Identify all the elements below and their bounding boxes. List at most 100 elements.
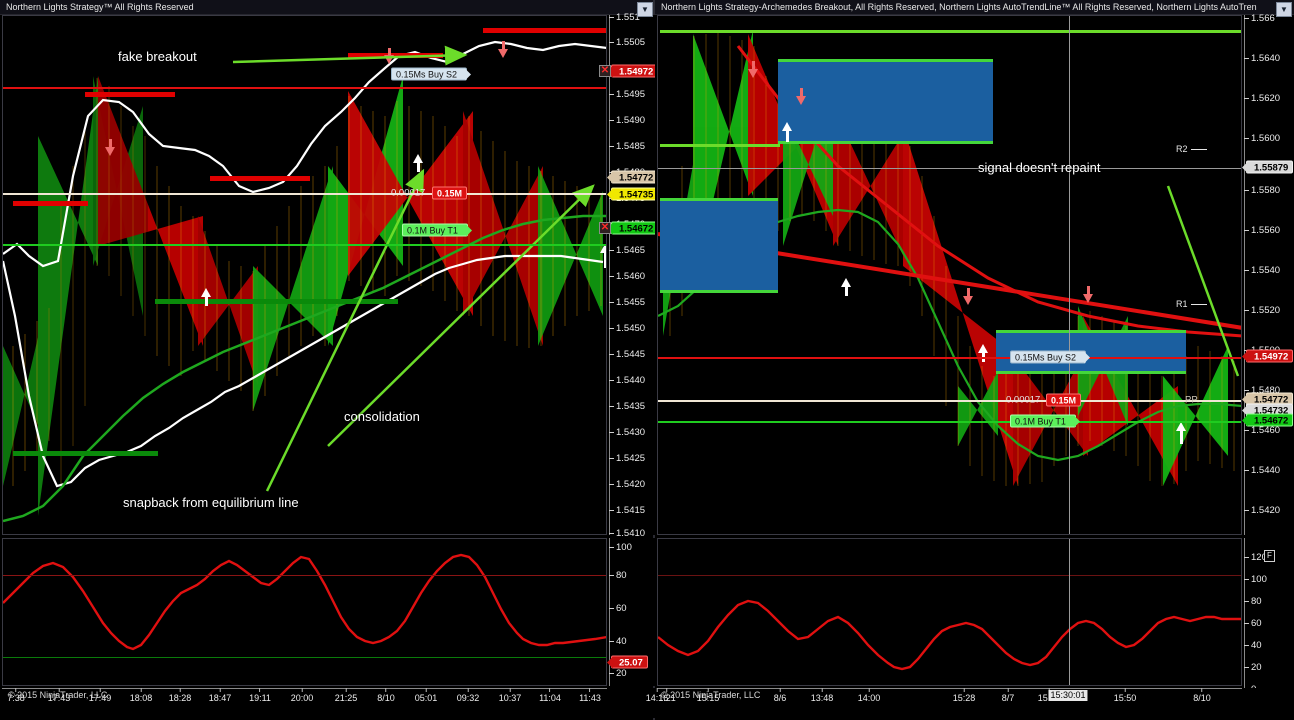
right-oscillator-plot	[658, 539, 1241, 685]
order-tag-stop[interactable]: 0.15M	[1046, 393, 1082, 407]
left-price-axis[interactable]: 1.551 1.5505 1.5500 1.5495 1.5490 1.5485…	[609, 12, 655, 539]
support-level-1	[155, 299, 398, 304]
oversold-reference-line	[3, 657, 606, 658]
resistance-level-1	[483, 28, 606, 33]
price-tick: 1.5560	[1244, 225, 1280, 236]
time-tick: 11:43	[579, 688, 601, 703]
right-chart-pane: Northern Lights Strategy-Archemedes Brea…	[646, 0, 1294, 720]
order-tag-buy-t1[interactable]: 0.1M Buy T1	[1010, 414, 1080, 428]
stop-order-line	[3, 87, 606, 89]
left-copyright: © 2015 NinjaTrader, LLC	[8, 690, 108, 700]
indicator-tick: 100	[609, 542, 632, 553]
indicator-tick: 60	[609, 603, 627, 614]
time-tick: 17:49	[89, 688, 111, 703]
left-chart-scroll-down-button[interactable]: ▼	[637, 2, 653, 17]
crosshair-time-label: 15:30:01	[1048, 690, 1088, 701]
right-indicator-area[interactable]	[657, 538, 1242, 686]
right-copyright: © 2015 NinjaTrader, LLC	[661, 690, 761, 700]
time-tick: 7:38	[7, 688, 25, 703]
price-tick: 1.5420	[1244, 505, 1280, 516]
price-tick: 1.5430	[609, 427, 645, 438]
resistance-level-3	[348, 53, 443, 58]
price-tick: 1.5460	[1244, 425, 1280, 436]
left-indicator-area[interactable]	[2, 538, 607, 686]
price-marker-last: 1.54735	[606, 187, 659, 201]
crosshair-vertical	[1069, 16, 1070, 534]
order-tag-buy-t1[interactable]: 0.1M Buy T1	[402, 223, 472, 237]
time-tick: 14:00	[858, 688, 880, 703]
time-tick: 18:28	[169, 688, 191, 703]
order-tag-sell-s2[interactable]: 0.15Ms Buy S2	[1010, 350, 1091, 364]
annotation-fake-breakout: fake breakout	[118, 49, 197, 64]
entry-order-line	[3, 193, 606, 195]
price-tick: 1.5580	[1244, 185, 1280, 196]
price-tick: 1.5435	[609, 401, 645, 412]
indicator-value-marker: 25.07	[607, 655, 648, 669]
order-pnl-value: 0.00017	[391, 187, 426, 199]
time-tick: 15:50	[1114, 688, 1136, 703]
price-marker-stop: 1.54972	[606, 64, 659, 78]
left-time-axis[interactable]: 7:38 17:43 17:49 18:08 18:28 18:47 19:11…	[2, 688, 655, 718]
price-tick: 1.5410	[609, 528, 645, 539]
right-price-axis[interactable]: 1.566 1.5640 1.5620 1.5600 1.5580 1.5560…	[1244, 13, 1294, 535]
price-tick: 1.5420	[609, 479, 645, 490]
right-chart-scroll-down-button[interactable]: ▼	[1276, 2, 1292, 17]
annotation-consolidation: consolidation	[344, 409, 420, 424]
order-pnl-value: 0.00017	[1006, 394, 1041, 406]
price-marker-last: 1.54732	[1241, 403, 1294, 417]
price-tick: 1.5425	[609, 453, 645, 464]
left-chart-pane: Northern Lights Strategy™ All Rights Res…	[0, 0, 659, 720]
time-tick: 8/10	[1193, 688, 1211, 703]
time-tick: 8/6	[774, 688, 786, 703]
time-tick: 17:43	[48, 688, 70, 703]
time-tick: 8/10	[377, 688, 395, 703]
right-time-axis[interactable]: 1:21 15:15 8/6 13:48 14:00 14:16 15:28 8…	[646, 688, 1294, 718]
price-tick: 1.5415	[609, 505, 645, 516]
indicator-tick: 40	[609, 636, 627, 647]
indicator-tick: 80	[609, 570, 627, 581]
indicator-format-badge[interactable]: F	[1264, 550, 1275, 562]
time-tick: 13:48	[811, 688, 833, 703]
resistance-level-2	[85, 92, 175, 97]
order-tag-stop[interactable]: 0.15M	[432, 186, 468, 200]
time-tick: 1:21	[658, 688, 676, 703]
price-tick: 1.5485	[609, 141, 645, 152]
price-marker-crosshair: 1.55879	[1241, 160, 1294, 174]
time-tick: 20:00	[291, 688, 313, 703]
time-tick: 8/7	[1002, 688, 1014, 703]
breakout-zone-mid	[660, 198, 778, 293]
price-marker-target: 1.54672	[1241, 413, 1294, 427]
overbought-reference-line	[658, 575, 1241, 576]
annotation-signal-no-repaint: signal doesn't repaint	[978, 160, 1101, 175]
annotation-snapback: snapback from equilibrium line	[123, 495, 299, 510]
entry-order-line	[658, 400, 1241, 402]
indicator-tick: 80	[1244, 596, 1262, 607]
price-tick: 1.566	[1244, 13, 1275, 24]
close-stop-order-button[interactable]: ✕	[599, 65, 611, 77]
price-tick: 1.5440	[609, 375, 645, 386]
close-target-order-button[interactable]: ✕	[599, 222, 611, 234]
time-tick: 18:47	[209, 688, 231, 703]
price-tick: 1.5540	[1244, 265, 1280, 276]
left-oscillator-plot	[3, 539, 606, 685]
target-order-line	[658, 421, 1241, 423]
right-chart-title: Northern Lights Strategy-Archemedes Brea…	[655, 0, 1294, 15]
price-tick: 1.5490	[609, 115, 645, 126]
price-tick: 1.551	[609, 12, 640, 23]
crosshair-vertical-indicator	[1069, 539, 1070, 685]
right-indicator-axis[interactable]: 120 100 80 60 40 20 0 F	[1244, 538, 1294, 695]
time-tick: 15:28	[953, 688, 975, 703]
mid-boundary-line	[660, 144, 780, 147]
price-tick: 1.5465	[609, 245, 645, 256]
time-tick: 05:01	[415, 688, 437, 703]
indicator-tick: 100	[1244, 574, 1267, 585]
price-tick: 1.5495	[609, 89, 645, 100]
time-tick: 11:04	[539, 688, 561, 703]
left-main-chart-area[interactable]: 0.15Ms Buy S2 0.00017 0.15M 0.1M Buy T1 …	[2, 15, 607, 535]
right-main-chart-area[interactable]: 0.15Ms Buy S2 0.00017 0.15M PP 0.1M Buy …	[657, 15, 1242, 535]
price-marker-target: 1.54672	[606, 221, 659, 235]
time-tick: 15:15	[697, 688, 719, 703]
resistance-level-4	[210, 176, 310, 181]
price-marker-stop: 1.54972	[1241, 349, 1294, 363]
order-tag-sell-s2[interactable]: 0.15Ms Buy S2	[391, 67, 472, 81]
